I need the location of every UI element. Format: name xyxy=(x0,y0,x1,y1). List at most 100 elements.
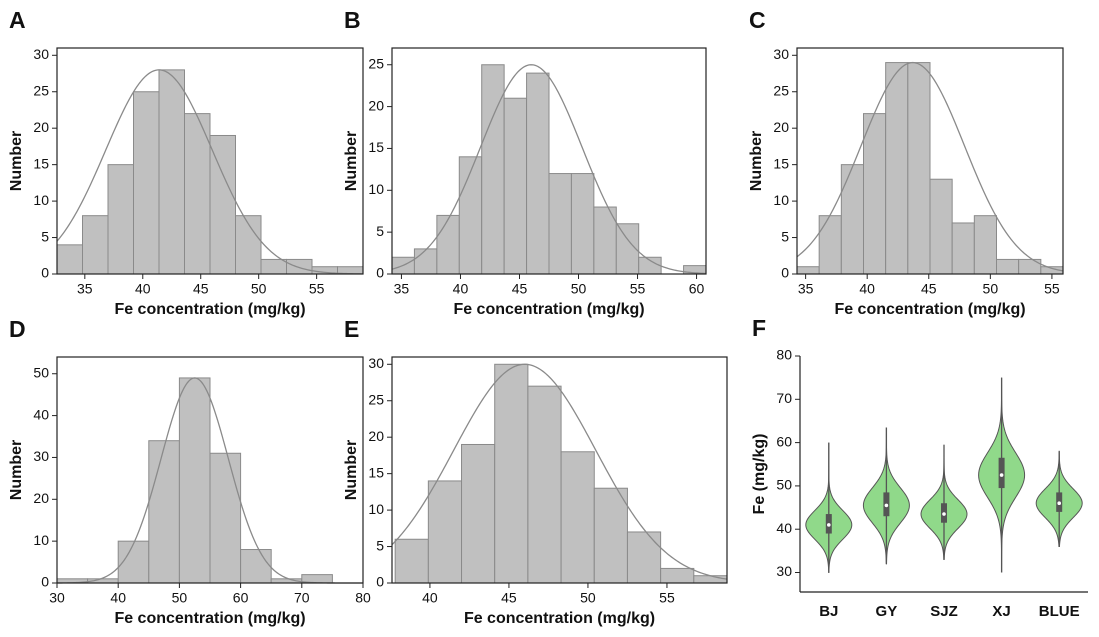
panel-label: E xyxy=(344,316,359,342)
fit-curve xyxy=(796,61,1064,272)
panel-label: F xyxy=(752,315,766,341)
x-tick-label: 40 xyxy=(135,281,151,297)
x-tick-label: 45 xyxy=(921,281,937,297)
bar xyxy=(503,97,528,275)
x-tick-label: 30 xyxy=(49,590,65,606)
bar xyxy=(394,538,429,584)
bar xyxy=(885,62,909,275)
iqr-box xyxy=(998,457,1005,489)
y-axis-label: Fe (mg/kg) xyxy=(751,434,768,515)
y-tick-label: 40 xyxy=(33,406,49,422)
bar xyxy=(996,258,1020,275)
bar xyxy=(436,214,460,275)
x-tick-label: GY xyxy=(876,603,898,620)
y-tick-label: 20 xyxy=(33,119,49,135)
y-tick-label: 30 xyxy=(33,448,49,464)
y-tick-label: 20 xyxy=(33,490,49,506)
median-dot xyxy=(1057,501,1061,506)
x-tick-label: 55 xyxy=(309,281,325,297)
y-tick-label: 25 xyxy=(773,82,789,98)
median-dot xyxy=(827,523,831,527)
bar xyxy=(526,72,550,275)
median-dot xyxy=(884,503,889,508)
x-tick-label: 40 xyxy=(422,590,438,606)
y-tick-label: 25 xyxy=(33,82,49,98)
y-tick-label: 0 xyxy=(41,265,49,281)
x-tick-label: 50 xyxy=(580,590,596,606)
bar xyxy=(158,69,185,275)
x-tick-label: 70 xyxy=(294,590,310,606)
bar xyxy=(626,531,662,584)
fit-curve xyxy=(391,363,728,580)
x-tick-label: 55 xyxy=(1044,281,1060,297)
y-tick-label: 30 xyxy=(776,563,792,579)
bar xyxy=(413,248,438,275)
x-tick-label: 45 xyxy=(512,281,528,297)
x-tick-label: 80 xyxy=(355,590,371,606)
bar xyxy=(260,258,287,275)
bar xyxy=(427,480,463,584)
bar xyxy=(570,173,595,275)
y-tick-label: 15 xyxy=(33,155,49,171)
x-tick-label: 45 xyxy=(501,590,517,606)
panel-label: B xyxy=(344,7,361,33)
x-tick-label: 55 xyxy=(630,281,646,297)
panel-label: D xyxy=(9,316,26,342)
x-tick-label: 50 xyxy=(983,281,999,297)
bar xyxy=(693,575,728,584)
y-tick-label: 15 xyxy=(773,155,789,171)
y-tick-label: 50 xyxy=(33,364,49,380)
median-dot xyxy=(942,512,946,516)
y-tick-label: 25 xyxy=(368,55,384,71)
plot-frame xyxy=(56,356,364,584)
bar xyxy=(593,487,628,584)
y-tick-label: 40 xyxy=(776,520,792,536)
bar xyxy=(863,113,887,275)
bar xyxy=(184,113,211,275)
bar xyxy=(660,567,695,584)
bar xyxy=(818,215,842,275)
x-axis-label: Fe concentration (mg/kg) xyxy=(464,610,655,627)
bar xyxy=(1018,258,1042,275)
bar xyxy=(548,173,572,275)
y-axis-label: Number xyxy=(343,131,360,191)
bar xyxy=(560,451,595,584)
y-tick-label: 30 xyxy=(368,355,384,371)
x-axis-label: Fe concentration (mg/kg) xyxy=(834,301,1025,318)
x-tick-label: 40 xyxy=(110,590,126,606)
plot-frame xyxy=(796,47,1064,275)
y-tick-label: 15 xyxy=(368,139,384,155)
y-tick-label: 15 xyxy=(368,464,384,480)
y-tick-label: 30 xyxy=(773,46,789,62)
y-tick-label: 10 xyxy=(368,181,384,197)
y-tick-label: 70 xyxy=(776,390,792,406)
y-tick-label: 10 xyxy=(33,192,49,208)
x-tick-label: BJ xyxy=(819,603,838,620)
bar xyxy=(494,363,529,584)
bar xyxy=(117,540,150,584)
y-tick-label: 20 xyxy=(773,119,789,135)
x-tick-label: 60 xyxy=(689,281,705,297)
bar xyxy=(133,91,160,275)
x-tick-label: XJ xyxy=(992,603,1010,620)
x-axis-label: Fe concentration (mg/kg) xyxy=(114,610,305,627)
y-tick-label: 30 xyxy=(33,46,49,62)
x-tick-label: 60 xyxy=(233,590,249,606)
x-tick-label: 35 xyxy=(77,281,93,297)
y-axis-label: Number xyxy=(8,440,25,500)
bar xyxy=(107,164,134,275)
x-axis-label: Fe concentration (mg/kg) xyxy=(114,301,305,318)
bar xyxy=(178,377,211,584)
bar xyxy=(527,385,562,584)
bar xyxy=(951,222,975,275)
plot-frame xyxy=(56,47,364,275)
y-tick-label: 5 xyxy=(376,223,384,239)
bar xyxy=(796,266,820,275)
bar xyxy=(907,62,931,275)
y-axis-label: Number xyxy=(748,131,765,191)
y-axis-label: Number xyxy=(8,131,25,191)
median-dot xyxy=(999,473,1004,477)
x-tick-label: 55 xyxy=(659,590,675,606)
bar xyxy=(461,443,496,584)
